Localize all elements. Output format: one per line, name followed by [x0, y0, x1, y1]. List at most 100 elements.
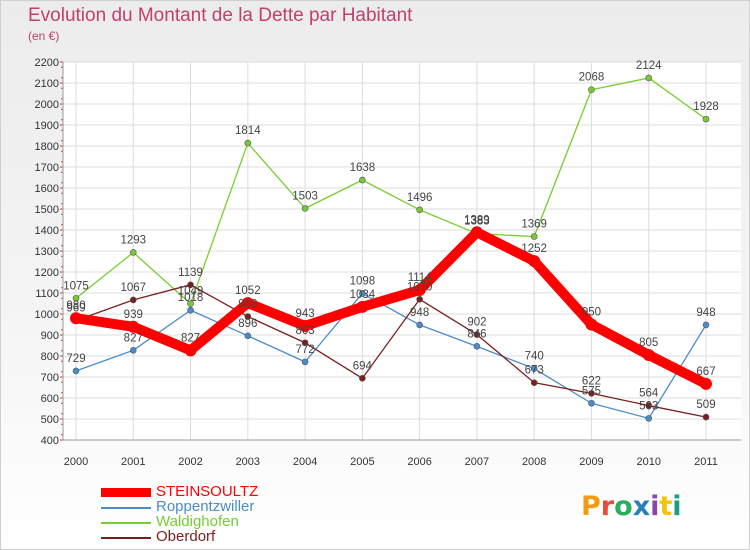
legend-label: STEINSOULTZ — [156, 483, 259, 500]
data-label: 1098 — [350, 275, 376, 287]
data-point — [473, 331, 481, 338]
data-label: 948 — [696, 307, 715, 319]
data-point — [129, 347, 137, 354]
legend-label: Roppentzwiller — [156, 498, 255, 515]
y-tick-label: 1800 — [35, 141, 59, 153]
data-point — [359, 176, 366, 184]
data-point — [700, 377, 712, 390]
data-label: 673 — [525, 365, 544, 377]
axes: 400 500 600 700 800 900 1000 1100 1200 1300 1400 15… — [35, 57, 741, 468]
data-label: 564 — [639, 388, 659, 400]
y-tick-label: 1000 — [35, 309, 59, 321]
y-tick-label: 600 — [41, 393, 59, 405]
data-point — [702, 115, 710, 123]
data-point — [473, 343, 481, 350]
data-point — [585, 318, 598, 331]
logo-letter: x — [632, 491, 651, 522]
x-tick-label: 2001 — [121, 456, 145, 468]
x-tick-label: 2003 — [236, 456, 260, 468]
data-point — [416, 295, 423, 303]
chart-subtitle: (en €) — [28, 29, 60, 43]
data-point — [359, 290, 366, 297]
data-label: 1496 — [407, 192, 433, 204]
y-tick-label: 2000 — [35, 99, 59, 111]
series-line-steinsoultz — [71, 227, 711, 389]
data-label: 509 — [696, 399, 715, 411]
data-label: 503 — [639, 400, 658, 412]
data-label: 1389 — [464, 214, 490, 226]
data-labels: 980 939 827 1052 943 1034 1114 1389 1252 950 805 66… — [63, 60, 719, 412]
data-point — [470, 226, 483, 239]
logo-letter: i — [672, 491, 682, 522]
data-label: 1814 — [235, 125, 261, 137]
series-line-waldighofen — [75, 77, 707, 305]
y-tick-label: 1500 — [35, 204, 59, 216]
series-line-roppentzwiller — [75, 292, 707, 420]
data-label: 667 — [696, 366, 715, 378]
data-label: 827 — [181, 332, 200, 344]
logo-letter: r — [600, 491, 615, 522]
series-line-oberdorf — [75, 284, 707, 418]
data-label: 943 — [295, 308, 314, 320]
data-label: 1018 — [178, 292, 204, 304]
data-label: 896 — [238, 318, 257, 330]
legend-swatch — [101, 537, 151, 539]
legend-swatch — [101, 507, 151, 509]
data-point — [588, 399, 595, 407]
x-tick-label: 2004 — [293, 456, 317, 468]
data-label: 902 — [467, 317, 486, 329]
x-tick-label: 2009 — [579, 456, 603, 468]
data-point — [187, 300, 194, 308]
data-label: 772 — [295, 344, 314, 356]
data-point — [72, 367, 80, 375]
data-point — [645, 74, 653, 82]
data-point — [301, 358, 309, 366]
data-point — [530, 379, 538, 386]
data-point — [127, 320, 140, 333]
grid — [63, 61, 741, 441]
data-point — [301, 339, 309, 347]
legend-label: Waldighofen — [156, 513, 239, 530]
data-point — [129, 296, 137, 304]
data-label: 1034 — [350, 289, 376, 301]
data-label: 1049 — [178, 286, 204, 298]
y-tick-label: 1100 — [35, 288, 59, 300]
legend-swatch — [101, 522, 151, 524]
data-label: 969 — [66, 303, 85, 315]
data-point — [588, 86, 595, 94]
data-label: 729 — [66, 353, 85, 365]
data-label: 1928 — [693, 101, 719, 113]
y-tick-label: 700 — [41, 372, 59, 384]
data-point — [244, 139, 252, 147]
y-tick-label: 1300 — [35, 246, 59, 258]
data-label: 1252 — [521, 243, 547, 255]
y-tick-label: 500 — [41, 414, 59, 426]
y-tick-label: 900 — [41, 330, 59, 342]
y-tick-label: 1600 — [35, 183, 59, 195]
data-label: 805 — [639, 337, 658, 349]
data-label: 939 — [124, 309, 143, 321]
data-point — [702, 321, 710, 329]
y-tick-label: 1900 — [35, 120, 59, 132]
data-point — [244, 313, 252, 320]
x-tick-label: 2006 — [407, 456, 431, 468]
x-tick-label: 2005 — [350, 456, 374, 468]
data-point — [72, 294, 80, 302]
data-label: 1067 — [120, 282, 146, 294]
data-label: 2068 — [579, 72, 605, 84]
proxiti-logo: Proxiti — [581, 491, 682, 522]
data-point — [413, 284, 426, 297]
x-tick-label: 2008 — [522, 456, 546, 468]
data-label: 948 — [410, 307, 429, 319]
data-label: 1139 — [178, 267, 203, 279]
data-point — [588, 390, 595, 397]
data-point — [129, 249, 137, 256]
data-label: 1369 — [521, 219, 547, 231]
data-point — [299, 319, 312, 332]
x-tick-label: 2011 — [694, 456, 718, 468]
data-label: 740 — [525, 351, 544, 363]
chart-title: Evolution du Montant de la Dette par Hab… — [28, 5, 413, 26]
x-tick-label: 2007 — [465, 456, 489, 468]
data-label: 863 — [295, 325, 314, 337]
